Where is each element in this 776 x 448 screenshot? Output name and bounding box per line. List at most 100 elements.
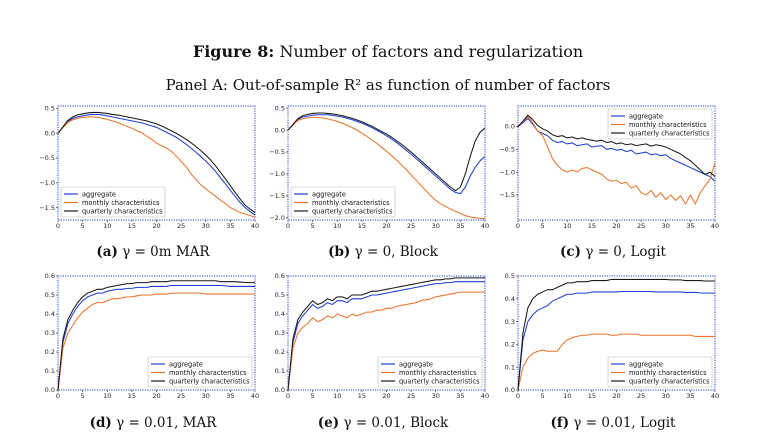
y-tick-label: 0.4: [505, 295, 515, 303]
y-tick-label: 0.5: [505, 272, 515, 280]
series-line-aggregate: [57, 113, 256, 216]
series-line-aggregate: [287, 114, 486, 195]
series-line-monthly: [287, 291, 485, 391]
legend-label-monthly: monthly characteristics: [399, 369, 477, 377]
chart-b-svg: 0 5 10 15 20 25 30 35 40 0.5 0.0 −0.5 −1.0 −1.5 −2.0 ag…: [269, 104, 489, 230]
chart-c-svg: 0 5 10 15 20 25 30 35 40 0.0 −0.5 −1.0 −1.5 aggregate…: [499, 105, 719, 230]
x-tick-label: 30: [202, 392, 210, 400]
y-tick-label: 0.2: [45, 348, 55, 356]
y-tick-label: −0.5: [269, 148, 285, 156]
y-tick-label: 0.1: [45, 367, 55, 375]
chart-f: 0 5 10 15 20 25 30 35 40 0.0 0.1 0.2 0.3 0.4 0.5 aggreg…: [498, 272, 719, 400]
chart-f-svg: 0 5 10 15 20 25 30 35 40 0.0 0.1 0.2 0.3 0.4 0.5 aggreg…: [505, 272, 719, 400]
x-tick-label: 10: [103, 222, 111, 230]
x-tick-label: 35: [456, 222, 464, 230]
x-tick-label: 20: [152, 392, 160, 400]
x-tick-label: 0: [56, 222, 60, 230]
x-tick-label: 40: [481, 392, 489, 400]
plot-frame: [517, 105, 716, 221]
series-line-monthly: [287, 116, 486, 220]
x-tick-label: 0: [516, 222, 520, 230]
legend-label-aggregate: aggregate: [629, 112, 663, 120]
series-line-monthly: [517, 115, 716, 205]
caption-e: (e) γ = 0.01, Block: [268, 415, 498, 431]
plot-frame: [57, 105, 256, 221]
y-tick-label: 0.5: [275, 104, 285, 112]
x-tick-label: 5: [81, 392, 85, 400]
caption-b: (b) γ = 0, Block: [268, 244, 498, 260]
x-tick-label: 15: [358, 392, 366, 400]
x-tick-label: 35: [686, 392, 694, 400]
x-tick-label: 25: [177, 392, 185, 400]
legend-label-aggregate: aggregate: [629, 360, 663, 368]
legend-box: [60, 186, 166, 218]
x-tick-label: 15: [128, 222, 136, 230]
x-tick-label: 40: [251, 222, 259, 230]
legend-label-aggregate: aggregate: [399, 360, 433, 368]
y-tick-label: 0.2: [505, 341, 515, 349]
x-tick-label: 40: [711, 222, 719, 230]
legend-label-quarterly: quarterly characteristics: [82, 207, 163, 215]
x-tick-label: 20: [382, 392, 390, 400]
y-tick-label: 0.5: [45, 291, 55, 299]
caption-b-label: (b): [328, 244, 351, 260]
x-tick-label: 40: [251, 392, 259, 400]
series-line-monthly: [517, 333, 715, 391]
legend-label-monthly: monthly characteristics: [629, 121, 707, 129]
x-tick-label: 0: [516, 392, 520, 400]
chart-d-svg: 0 5 10 15 20 25 30 35 40 0.0 0.1 0.2 0.3 0.4 0.5 0.6 agg…: [45, 272, 259, 400]
legend-label-aggregate: aggregate: [82, 190, 116, 198]
caption-e-text: γ = 0.01, Block: [343, 415, 449, 431]
x-tick-label: 35: [456, 392, 464, 400]
y-tick-label: 0.3: [45, 329, 55, 337]
y-tick-label: 0.3: [505, 318, 515, 326]
series-line-quarterly: [517, 114, 716, 178]
x-tick-label: 20: [152, 222, 160, 230]
y-tick-label: 0.4: [275, 310, 285, 318]
y-tick-label: 0.5: [45, 105, 55, 113]
chart-d: 0 5 10 15 20 25 30 35 40 0.0 0.1 0.2 0.3 0.4 0.5 0.6 agg…: [38, 272, 259, 400]
legend-label-monthly: monthly characteristics: [82, 199, 160, 207]
x-tick-label: 15: [128, 392, 136, 400]
y-tick-label: −1.0: [499, 168, 515, 176]
y-tick-label: 0.6: [275, 272, 285, 280]
legend-label-monthly: monthly characteristics: [312, 199, 390, 207]
plot-frame: [287, 105, 486, 221]
panel-title: Panel A: Out-of-sample R² as function of…: [165, 76, 611, 94]
caption-d: (d) γ = 0.01, MAR: [38, 415, 268, 431]
y-tick-label: 0.3: [275, 329, 285, 337]
chart-c: 0 5 10 15 20 25 30 35 40 0.0 −0.5 −1.0 −1.5 aggregate…: [498, 104, 719, 230]
x-tick-label: 40: [481, 222, 489, 230]
x-tick-label: 10: [103, 392, 111, 400]
caption-f: (f) γ = 0.01, Logit: [498, 415, 728, 431]
y-tick-label: 0.0: [505, 123, 515, 131]
y-tick-label: 0.5: [275, 291, 285, 299]
legend-label-monthly: monthly characteristics: [629, 369, 707, 377]
series-line-quarterly: [287, 277, 485, 391]
x-tick-label: 30: [202, 222, 210, 230]
series-line-quarterly: [517, 278, 715, 391]
x-tick-label: 30: [432, 392, 440, 400]
y-tick-label: 0.0: [505, 386, 515, 394]
x-tick-label: 15: [358, 222, 366, 230]
x-tick-label: 10: [563, 392, 571, 400]
x-tick-label: 30: [662, 392, 670, 400]
caption-c-text: γ = 0, Logit: [585, 244, 666, 260]
caption-b-text: γ = 0, Block: [354, 244, 438, 260]
y-tick-label: 0.0: [45, 386, 55, 394]
x-tick-label: 20: [612, 222, 620, 230]
x-tick-label: 5: [311, 392, 315, 400]
x-tick-label: 25: [177, 222, 185, 230]
y-tick-label: −1.5: [499, 191, 515, 199]
y-tick-label: −1.0: [269, 170, 285, 178]
caption-e-label: (e): [317, 415, 340, 431]
y-tick-label: 0.1: [505, 363, 515, 371]
x-tick-label: 25: [407, 222, 415, 230]
legend-box: [607, 356, 713, 388]
legend-label-quarterly: quarterly characteristics: [169, 377, 250, 385]
